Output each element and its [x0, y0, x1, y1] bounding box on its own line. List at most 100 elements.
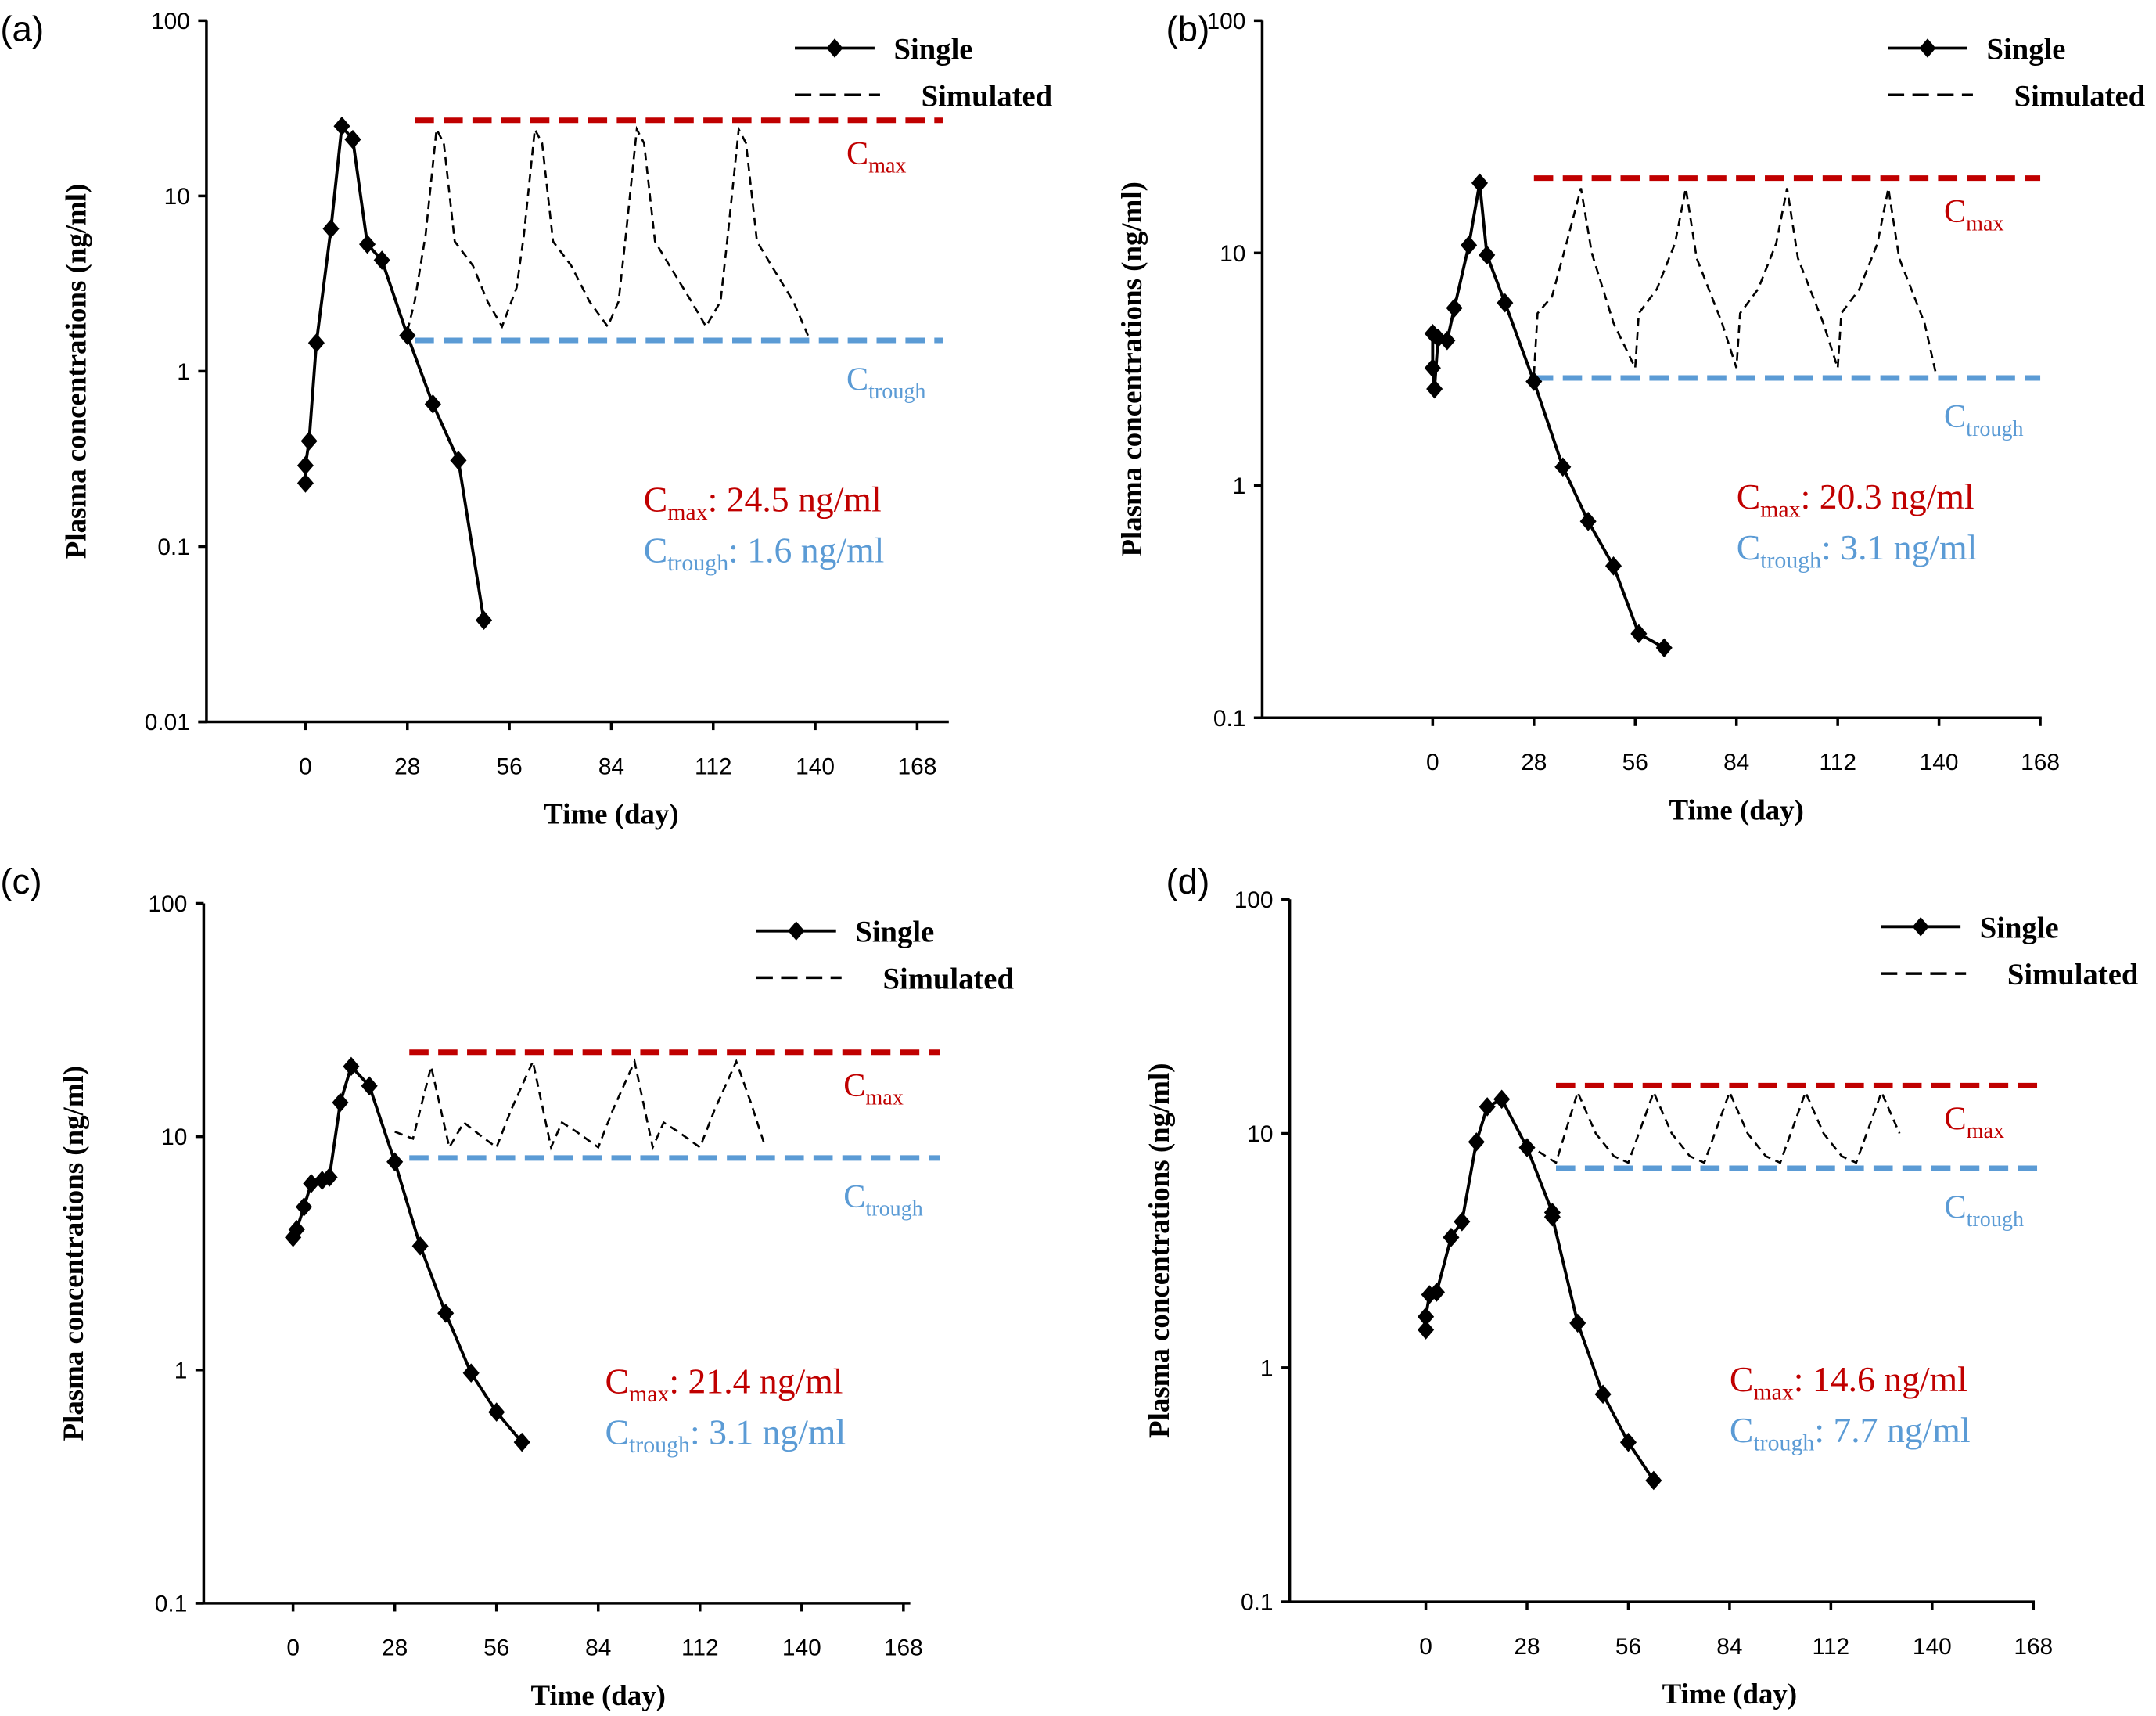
single-data-point	[1518, 1138, 1536, 1157]
ctrough-line-label: Ctrough	[843, 1178, 923, 1221]
x-tick-label: 28	[1514, 1634, 1540, 1660]
single-data-point	[1543, 1207, 1561, 1227]
y-tick-label: 0.1	[155, 1591, 188, 1617]
single-data-point	[296, 473, 314, 493]
y-axis-label: Plasma concentrations (ng/ml)	[57, 1066, 90, 1441]
legend-single-marker	[788, 921, 805, 941]
x-tick-label: 112	[1819, 750, 1856, 775]
ctrough-subscript: trough	[1966, 417, 2023, 441]
annotation-cmax-subscript: max	[629, 1381, 669, 1407]
x-tick-label: 28	[382, 1635, 408, 1661]
single-data-point	[1604, 556, 1622, 576]
ctrough-symbol: C	[846, 361, 868, 398]
annotation-cmax-value: : 21.4 ng/ml	[669, 1362, 843, 1401]
y-tick-label: 10	[164, 184, 190, 210]
ctrough-subscript: trough	[1967, 1207, 2024, 1232]
legend-single-marker	[826, 38, 843, 58]
single-data-point	[300, 431, 318, 451]
ctrough-line-label: Ctrough	[1944, 398, 2024, 441]
x-tick-label: 168	[884, 1635, 923, 1661]
annotation-ctrough-symbol: C	[1730, 1410, 1753, 1450]
single-data-point	[450, 451, 467, 470]
cmax-line-label: Cmax	[846, 135, 907, 178]
panel-label: (c)	[0, 862, 41, 901]
simulated-series-line	[1533, 188, 1937, 375]
cmax-subscript: max	[865, 1086, 903, 1110]
single-data-point	[424, 394, 441, 414]
annotation-cmax-symbol: C	[1730, 1359, 1753, 1399]
y-tick-label: 100	[151, 9, 190, 34]
x-axis-label: Time (day)	[1662, 1678, 1798, 1711]
x-tick-label: 0	[299, 754, 312, 779]
x-tick-label: 112	[695, 754, 732, 779]
single-data-point	[1426, 379, 1443, 399]
ctrough-subscript: trough	[868, 380, 925, 404]
ctrough-line-label: Ctrough	[1945, 1189, 2025, 1232]
x-tick-label: 28	[1521, 750, 1547, 775]
cmax-symbol: C	[1944, 193, 1966, 230]
single-data-point	[1594, 1384, 1612, 1405]
annotation-cmax-value: : 24.5 ng/ml	[708, 480, 882, 520]
annotation-ctrough: Ctrough: 7.7 ng/ml	[1730, 1410, 1971, 1456]
single-data-point	[361, 1076, 378, 1096]
y-tick-label: 100	[148, 891, 187, 917]
single-data-point	[1461, 236, 1478, 255]
legend-single-label: Single	[894, 34, 973, 67]
x-tick-label: 112	[681, 1635, 719, 1661]
x-tick-label: 168	[2014, 1634, 2053, 1660]
annotation-ctrough-symbol: C	[605, 1412, 629, 1452]
x-tick-label: 168	[2021, 750, 2060, 775]
single-data-point	[386, 1152, 404, 1172]
ctrough-symbol: C	[843, 1178, 865, 1215]
legend-simulated-label: Simulated	[2014, 80, 2146, 113]
x-tick-label: 112	[1813, 1634, 1850, 1660]
x-tick-label: 84	[1723, 750, 1749, 775]
single-series-line	[304, 122, 486, 621]
legend-simulated-label: Simulated	[922, 80, 1053, 113]
cmax-symbol: C	[1945, 1101, 1967, 1138]
cmax-subscript: max	[1967, 1119, 2004, 1143]
single-data-point	[1471, 173, 1489, 193]
single-data-point	[332, 1092, 349, 1113]
panel-label: (d)	[1166, 862, 1209, 901]
single-data-point	[475, 610, 493, 630]
x-tick-label: 140	[1913, 1634, 1952, 1660]
y-tick-label: 0.1	[1213, 706, 1246, 732]
annotation-ctrough-value: : 7.7 ng/ml	[1814, 1410, 1970, 1450]
annotation-cmax-subscript: max	[1753, 1379, 1793, 1405]
single-data-point	[321, 1167, 338, 1187]
panel-a: (a) 100 10 1 0.1 0.01 0 28 56 84 112 140 168 Time (da…	[0, 9, 1052, 831]
annotation-cmax: Cmax: 21.4 ng/ml	[605, 1362, 843, 1408]
single-data-point	[1525, 372, 1543, 391]
y-axis-label: Plasma concentrations (ng/ml)	[1116, 182, 1148, 557]
legend-simulated-label: Simulated	[2007, 959, 2139, 991]
annotation-cmax: Cmax: 20.3 ng/ml	[1737, 477, 1975, 523]
x-tick-label: 84	[585, 1635, 611, 1661]
ctrough-subscript: trough	[865, 1197, 922, 1221]
y-tick-label: 0.01	[145, 710, 190, 736]
single-data-point	[322, 219, 340, 239]
panel-c: (c) 100 10 1 0.1 0 28 56 84 112 140 168 Time (day) Pl…	[0, 862, 1014, 1712]
single-data-point	[1479, 1097, 1496, 1117]
x-tick-label: 0	[1419, 1634, 1432, 1660]
x-tick-label: 56	[496, 754, 522, 779]
cmax-subscript: max	[1966, 211, 2003, 236]
single-data-point	[359, 234, 376, 254]
single-data-point	[437, 1304, 455, 1323]
x-tick-label: 56	[483, 1635, 509, 1661]
legend-simulated-label: Simulated	[882, 962, 1014, 995]
y-axis-label: Plasma concentrations (ng/ml)	[1143, 1063, 1176, 1438]
single-data-point	[1443, 1228, 1460, 1247]
cmax-symbol: C	[846, 135, 868, 172]
single-data-point	[1655, 638, 1673, 658]
single-data-point	[1446, 298, 1463, 318]
simulated-series-line	[1526, 1089, 1901, 1164]
annotation-cmax-symbol: C	[644, 480, 667, 520]
x-tick-label: 56	[1615, 1634, 1641, 1660]
x-axis-label: Time (day)	[544, 798, 679, 831]
y-tick-label: 0.1	[1241, 1590, 1274, 1616]
panel-label: (a)	[0, 9, 44, 49]
legend-single-label: Single	[1987, 34, 2066, 67]
panel-d: (d) 100 10 1 0.1 0 28 56 84 112 140 168 Time (day) Pl…	[1143, 862, 2139, 1711]
